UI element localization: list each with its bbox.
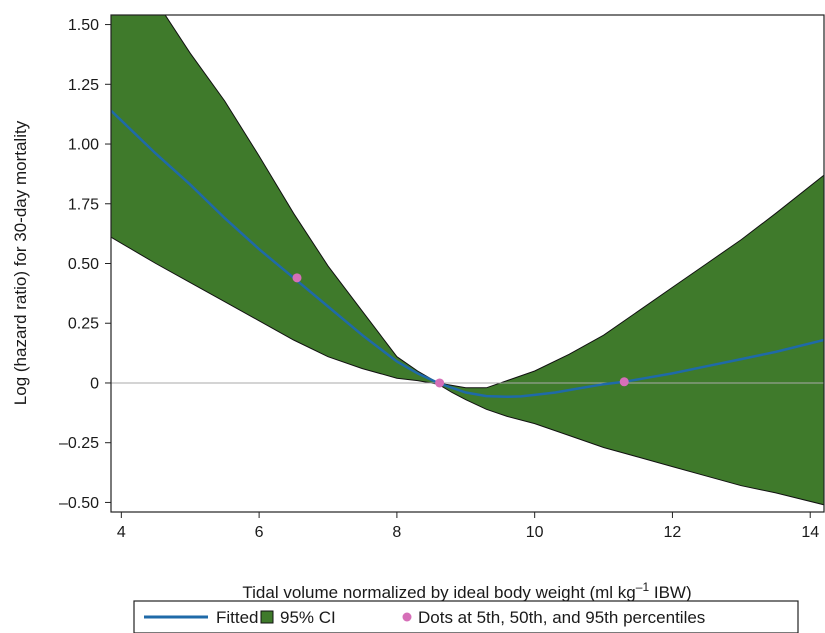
fitted-line bbox=[111, 109, 824, 399]
legend: Fitted 95% CI Dots at 5th, 50th, and 95t… bbox=[133, 600, 799, 633]
x-tick-label: 8 bbox=[392, 524, 401, 541]
x-tick-label: 4 bbox=[117, 524, 126, 541]
x-tick-label: 14 bbox=[801, 524, 819, 541]
legend-dots-label: Dots at 5th, 50th, and 95th percentiles bbox=[418, 608, 705, 627]
y-tick-label: –0.50 bbox=[59, 495, 99, 512]
legend-fitted-label: Fitted bbox=[216, 608, 259, 627]
y-tick-label: 0.25 bbox=[68, 316, 99, 333]
legend-ci-label: 95% CI bbox=[280, 608, 336, 627]
confidence-band bbox=[111, 15, 824, 506]
y-tick-label: 1.75 bbox=[68, 196, 99, 213]
percentile-dot bbox=[619, 377, 629, 387]
y-axis-title: Log (hazard ratio) for 30-day mortality bbox=[11, 120, 30, 405]
y-tick-label: 0.50 bbox=[68, 256, 99, 273]
y-axis: 1.50 1.25 1.00 1.75 0.50 0.25 0 –0.25 –0.50 bbox=[59, 17, 111, 512]
y-tick-label: 1.50 bbox=[68, 17, 99, 34]
legend-ci-symbol bbox=[260, 610, 274, 624]
x-axis: 4 6 8 10 12 14 bbox=[117, 512, 819, 541]
y-tick-label: –0.25 bbox=[59, 435, 99, 452]
percentile-dots bbox=[292, 273, 629, 388]
legend-dots-symbol bbox=[402, 612, 412, 622]
legend-box bbox=[133, 600, 799, 633]
x-axis-title: Tidal volume normalized by ideal body we… bbox=[242, 580, 691, 602]
percentile-dot bbox=[292, 273, 302, 283]
plot-area bbox=[111, 15, 824, 506]
x-tick-label: 6 bbox=[255, 524, 264, 541]
y-tick-label: 0 bbox=[90, 375, 99, 392]
x-tick-label: 12 bbox=[664, 524, 682, 541]
y-tick-label: 1.25 bbox=[68, 77, 99, 94]
percentile-dot bbox=[435, 378, 445, 388]
x-tick-label: 10 bbox=[526, 524, 544, 541]
y-tick-label: 1.00 bbox=[68, 137, 99, 154]
